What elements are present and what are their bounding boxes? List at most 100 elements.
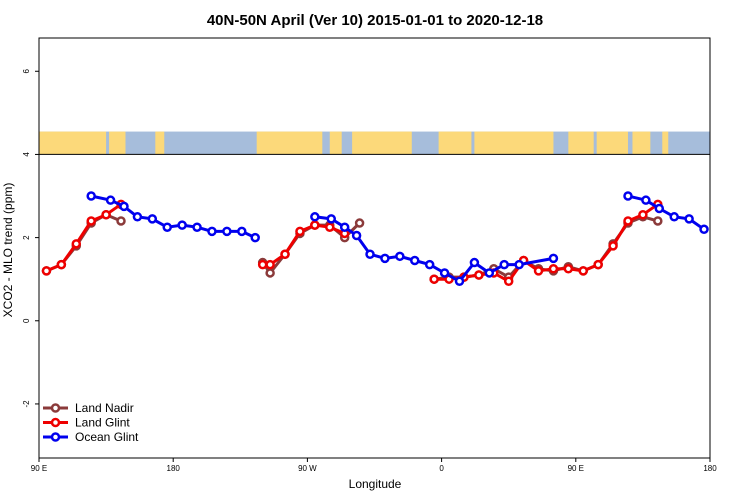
data-point <box>310 212 320 222</box>
data-point <box>578 266 589 276</box>
data-point <box>192 222 202 232</box>
data-point <box>325 222 335 232</box>
land-mass <box>474 131 554 155</box>
data-point <box>354 218 365 228</box>
series-land-glint <box>41 199 663 287</box>
data-point <box>380 253 390 264</box>
plot-frame <box>38 37 711 459</box>
data-point <box>469 257 480 268</box>
y-tick-label: 6 <box>22 68 31 73</box>
data-point <box>641 195 651 205</box>
land-mass <box>352 131 412 155</box>
data-point <box>669 212 679 222</box>
data-point <box>147 214 158 224</box>
data-point <box>177 220 187 230</box>
legend-marker <box>50 417 61 428</box>
data-point <box>86 216 96 226</box>
data-point <box>162 222 172 232</box>
data-point <box>424 259 435 270</box>
x-tick-label: 90 W <box>298 464 317 473</box>
data-point <box>593 259 603 270</box>
data-point <box>395 251 405 262</box>
data-point <box>503 276 514 287</box>
data-point <box>623 191 633 201</box>
data-point <box>410 255 420 266</box>
x-tick-label: 0 <box>439 464 444 473</box>
data-point <box>71 239 82 249</box>
x-tick-label: 90 E <box>568 464 584 473</box>
data-point <box>41 266 52 276</box>
legend-entry: Land Nadir <box>75 401 134 415</box>
data-point <box>499 259 509 270</box>
data-point <box>684 214 694 224</box>
data-point <box>608 241 618 251</box>
data-point <box>548 264 559 274</box>
ticks-layer: 90 E 180 90 W 0 90 E 180 -2 0 2 4 6 <box>22 68 717 473</box>
data-point <box>484 268 495 278</box>
data-point <box>638 209 648 220</box>
data-point <box>265 268 275 278</box>
data-point <box>533 266 544 276</box>
y-tick-label: 0 <box>22 318 31 323</box>
land-mass <box>109 131 126 155</box>
data-point <box>653 216 663 226</box>
series-line <box>314 215 554 283</box>
chart-title: 40N-50N April (Ver 10) 2015-01-01 to 202… <box>207 12 543 29</box>
data-point <box>86 191 96 201</box>
series-ocean-glint <box>86 191 709 287</box>
y-axis-label: XCO2 - MLO trend (ppm) <box>1 183 15 318</box>
data-point <box>116 216 126 226</box>
land-mass <box>568 131 594 155</box>
land-mass <box>596 131 628 155</box>
data-point <box>429 274 439 284</box>
data-point <box>563 264 574 274</box>
data-point <box>474 270 484 280</box>
series-layer <box>41 191 709 287</box>
land-mass <box>256 131 323 155</box>
y-tick-label: -2 <box>22 400 31 408</box>
x-tick-label: 180 <box>703 464 717 473</box>
x-tick-label: 180 <box>167 464 181 473</box>
y-tick-label: 2 <box>22 235 31 240</box>
x-tick-label: 90 E <box>31 464 47 473</box>
land-mass <box>632 131 651 155</box>
legend-entry: Land Glint <box>75 416 130 430</box>
series-line <box>434 203 659 283</box>
data-point <box>56 259 67 270</box>
data-point <box>222 226 232 237</box>
data-point <box>351 230 362 241</box>
x-axis-label: Longitude <box>349 477 402 491</box>
data-point <box>326 214 337 224</box>
data-point <box>257 259 268 270</box>
legend-marker <box>50 403 61 413</box>
data-point <box>280 249 290 259</box>
land-mass <box>155 131 165 155</box>
data-point <box>439 268 450 278</box>
world-map-band <box>39 131 710 155</box>
data-point <box>265 259 275 270</box>
y-tick-label: 4 <box>22 152 31 157</box>
legend-entry: Ocean Glint <box>75 430 139 444</box>
data-point <box>250 232 260 243</box>
data-point <box>548 253 559 264</box>
data-point <box>365 249 375 259</box>
land-mass <box>662 131 669 155</box>
land-mass <box>39 131 107 155</box>
data-point <box>514 259 524 270</box>
data-point <box>654 203 665 214</box>
data-point <box>339 222 350 232</box>
data-point <box>119 201 129 212</box>
land-mass <box>438 131 472 155</box>
data-point <box>105 195 116 205</box>
land-mass <box>329 131 342 155</box>
data-point <box>623 216 633 226</box>
data-point <box>132 212 143 222</box>
data-point <box>207 226 217 237</box>
data-point <box>237 226 247 237</box>
data-point <box>454 276 465 287</box>
data-point <box>699 224 709 235</box>
legend-marker <box>50 432 61 442</box>
data-point <box>101 209 111 220</box>
